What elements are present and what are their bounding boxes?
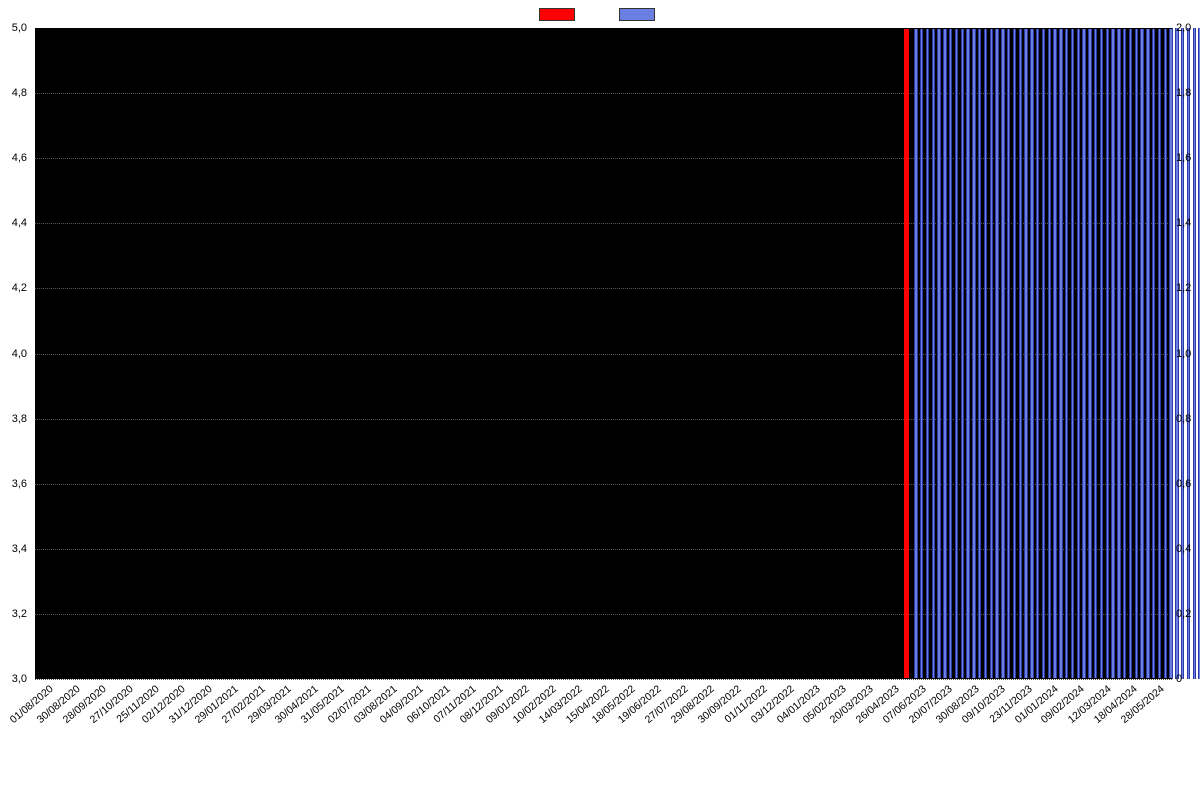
bar-blue xyxy=(1065,28,1069,679)
bar-blue xyxy=(1007,28,1011,679)
bar-blue xyxy=(1071,28,1075,679)
bar-blue xyxy=(1082,28,1086,679)
bar-blue xyxy=(1123,28,1127,679)
y-left-tick: 4,2 xyxy=(12,282,27,294)
y-left-tick: 5,0 xyxy=(12,22,27,34)
plot-area xyxy=(35,28,1172,679)
bar-red xyxy=(904,28,909,679)
bar-blue xyxy=(1019,28,1023,679)
y-left-tick: 4,4 xyxy=(12,217,27,229)
bar-blue xyxy=(1129,28,1133,679)
bar-blue xyxy=(1158,28,1162,679)
bar-blue xyxy=(1106,28,1110,679)
bar-blue xyxy=(978,28,982,679)
legend-swatch-red xyxy=(539,8,575,21)
y-left-tick: 3,4 xyxy=(12,543,27,555)
bar-blue xyxy=(949,28,953,679)
bar-blue xyxy=(955,28,959,679)
bar-blue xyxy=(1094,28,1098,679)
bar-blue xyxy=(1030,28,1034,679)
bar-blue xyxy=(1169,28,1173,679)
bar-blue xyxy=(920,28,924,679)
y-left-tick: 3,8 xyxy=(12,413,27,425)
bar-blue xyxy=(1042,28,1046,679)
y-right-tick: 0,6 xyxy=(1176,478,1191,490)
legend-swatch-blue xyxy=(619,8,655,21)
bar-blue xyxy=(1100,28,1104,679)
bar-blue xyxy=(1013,28,1017,679)
y-left-tick: 3,6 xyxy=(12,478,27,490)
bar-blue xyxy=(966,28,970,679)
bar-blue xyxy=(1048,28,1052,679)
x-axis: 01/08/202030/08/202028/09/202027/10/2020… xyxy=(35,683,1172,803)
bar-blue xyxy=(990,28,994,679)
bar-blue xyxy=(1152,28,1156,679)
y-left-tick: 3,2 xyxy=(12,608,27,620)
y-left-tick: 4,8 xyxy=(12,87,27,99)
bar-blue xyxy=(1135,28,1139,679)
y-right-tick: 0,2 xyxy=(1176,608,1191,620)
bar-blue xyxy=(984,28,988,679)
gridline xyxy=(35,679,1172,680)
bar-blue xyxy=(1146,28,1150,679)
y-right-tick: 1,8 xyxy=(1176,87,1191,99)
y-right-tick: 1,4 xyxy=(1176,217,1191,229)
y-right-tick: 0,4 xyxy=(1176,543,1191,555)
y-axis-right: 2,01,81,61,41,21,00,80,60,40,20 xyxy=(1176,28,1200,679)
bar-blue xyxy=(1164,28,1168,679)
y-right-tick: 2,0 xyxy=(1176,22,1191,34)
bar-blue xyxy=(1053,28,1057,679)
bar-blue xyxy=(1001,28,1005,679)
bar-blue xyxy=(961,28,965,679)
bar-blue xyxy=(1117,28,1121,679)
bar-blue xyxy=(1088,28,1092,679)
y-right-tick: 1,2 xyxy=(1176,282,1191,294)
legend xyxy=(0,8,1200,21)
y-right-tick: 0 xyxy=(1176,673,1182,685)
bar-blue xyxy=(914,28,918,679)
y-right-tick: 1,6 xyxy=(1176,152,1191,164)
y-left-tick: 4,6 xyxy=(12,152,27,164)
bar-blue xyxy=(1140,28,1144,679)
y-right-tick: 0,8 xyxy=(1176,413,1191,425)
y-right-tick: 1,0 xyxy=(1176,348,1191,360)
y-axis-left: 5,04,84,64,44,24,03,83,63,43,23,0 xyxy=(0,28,31,679)
y-left-tick: 4,0 xyxy=(12,348,27,360)
bar-blue xyxy=(1111,28,1115,679)
bar-blue xyxy=(1059,28,1063,679)
bar-blue xyxy=(972,28,976,679)
bar-blue xyxy=(932,28,936,679)
bar-blue xyxy=(1077,28,1081,679)
bar-blue xyxy=(937,28,941,679)
legend-item-series-2 xyxy=(619,8,661,21)
bar-blue xyxy=(926,28,930,679)
bar-blue xyxy=(1036,28,1040,679)
bar-blue xyxy=(943,28,947,679)
bar-blue xyxy=(995,28,999,679)
legend-item-series-1 xyxy=(539,8,581,21)
bar-blue xyxy=(1024,28,1028,679)
y-left-tick: 3,0 xyxy=(12,673,27,685)
